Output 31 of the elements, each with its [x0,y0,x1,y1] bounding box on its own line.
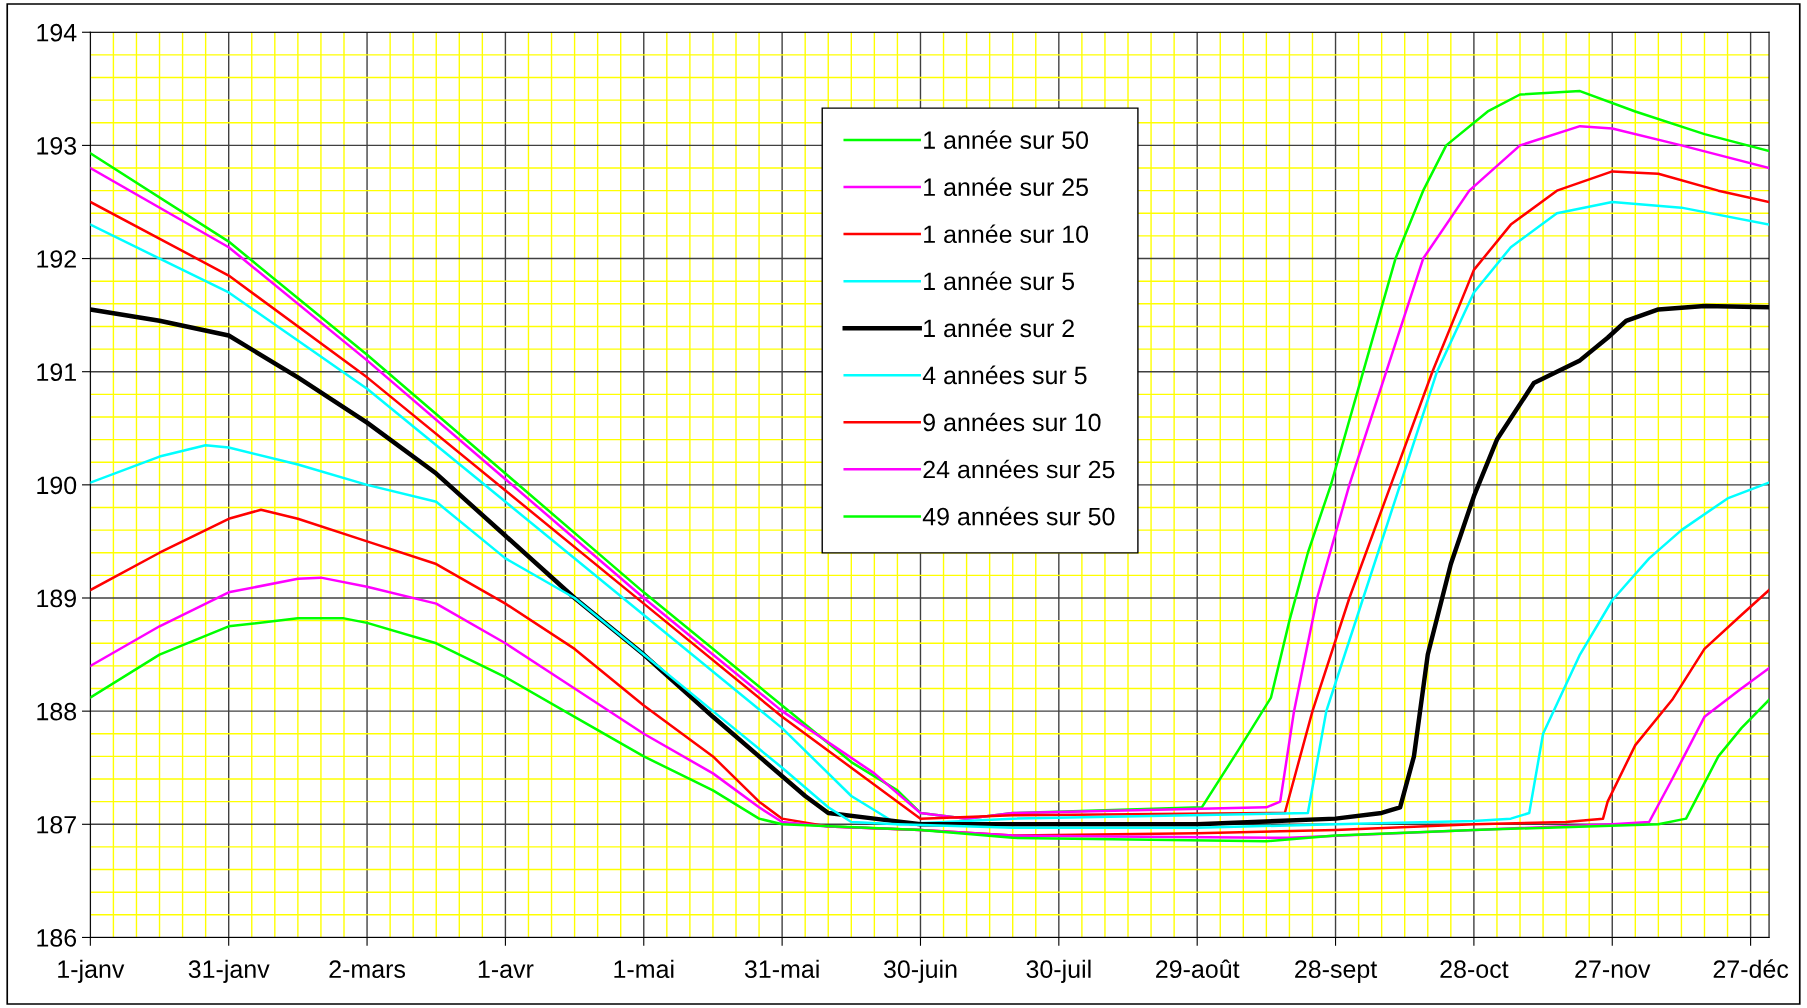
x-tick-label: 1-janv [58,959,125,983]
y-tick-label: 192 [37,250,76,268]
x-tick-label: 30-juin [883,959,957,983]
legend-label: 1 année sur 2 [924,318,1074,338]
x-tick-label: 27-déc [1713,959,1789,979]
legend-label: 4 années sur 5 [922,365,1087,385]
x-tick-label: 2-mars [329,960,406,979]
legend-label: 1 année sur 5 [924,271,1075,291]
y-tick-label: 191 [37,363,76,381]
x-tick-label: 27-nov [1575,960,1651,979]
x-tick-label: 29-août [1156,959,1240,979]
y-tick-label: 188 [37,702,77,721]
x-tick-label: 30-juil [1026,959,1091,983]
x-tick-label: 28-oct [1440,960,1509,979]
x-tick-label: 1-avr [478,960,534,979]
x-tick-label: 28-sept [1295,960,1378,983]
legend-label: 9 années sur 10 [923,412,1101,432]
legend-label: 49 années sur 50 [922,506,1115,526]
legend-label: 1 année sur 25 [924,177,1088,197]
legend-label: 1 année sur 50 [924,130,1089,149]
legend-label: 1 année sur 10 [924,224,1089,244]
y-tick-label: 189 [37,589,76,608]
x-tick-label: 1-mai [614,959,674,979]
x-tick-label: 31-janv [188,959,270,983]
x-tick-label: 31-mai [744,959,819,979]
y-tick-label: 193 [37,137,77,155]
y-tick-label: 194 [37,23,77,42]
y-tick-label: 186 [37,929,77,947]
legend-label: 24 années sur 25 [923,459,1115,479]
y-tick-label: 190 [37,476,77,495]
y-tick-label: 187 [37,815,76,834]
